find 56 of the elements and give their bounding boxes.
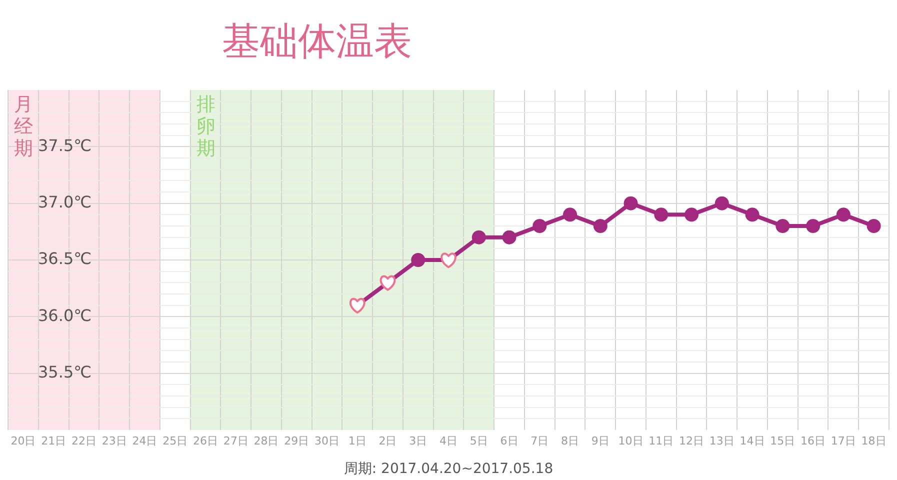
- x-tick-label: 3日: [409, 434, 428, 448]
- x-tick-label: 20日: [10, 434, 36, 448]
- point: [745, 208, 760, 222]
- x-tick-label: 12日: [679, 434, 704, 448]
- band-label: 排卵期: [196, 93, 216, 160]
- point: [714, 196, 729, 210]
- point: [440, 252, 456, 268]
- band-label: 月经期: [14, 93, 33, 160]
- y-tick-label: 36.5℃: [38, 249, 92, 268]
- x-tick-label: 22日: [71, 434, 96, 448]
- point: [472, 230, 486, 244]
- point: [836, 208, 850, 222]
- x-tick-label: 28日: [254, 434, 279, 448]
- x-tick-label: 18日: [861, 434, 886, 448]
- x-tick-label: 16日: [800, 434, 826, 448]
- x-tick-label: 5日: [470, 434, 488, 448]
- x-tick-label: 26日: [192, 434, 218, 448]
- y-tick-label: 35.5℃: [38, 362, 92, 382]
- point: [806, 219, 820, 233]
- point: [380, 275, 396, 291]
- x-tick-label: 27日: [223, 434, 248, 448]
- point: [776, 219, 790, 233]
- point: [624, 196, 638, 210]
- y-tick-label: 36.0℃: [38, 306, 92, 325]
- point: [532, 219, 547, 233]
- x-tick-label: 17日: [830, 434, 856, 448]
- point: [349, 298, 366, 314]
- x-tick-label: 6日: [500, 434, 518, 448]
- point: [563, 208, 578, 222]
- x-tick-label: 30日: [314, 434, 340, 448]
- chart-title: 基础体温表: [222, 18, 412, 63]
- y-tick-label: 37.0℃: [38, 192, 92, 212]
- point: [654, 208, 668, 222]
- point: [502, 230, 516, 244]
- x-tick-label: 25日: [162, 434, 188, 448]
- point: [593, 219, 608, 233]
- x-tick-label: 2日: [378, 434, 397, 448]
- x-tick-label: 14日: [740, 434, 765, 448]
- x-tick-label: 21日: [41, 434, 66, 448]
- x-tick-label: 24日: [132, 434, 158, 448]
- x-tick-label: 10日: [618, 434, 644, 448]
- x-tick-label: 1日: [348, 434, 366, 448]
- point: [866, 219, 881, 233]
- x-tick-label: 7日: [530, 434, 549, 448]
- x-tick-label: 9日: [591, 434, 610, 448]
- x-tick-label: 23日: [102, 434, 127, 448]
- point: [684, 208, 699, 222]
- x-tick-label: 13日: [709, 434, 734, 448]
- x-tick-label: 11日: [648, 434, 674, 448]
- x-axis-title: 周期: 2017.04.20~2017.05.18: [344, 461, 554, 478]
- y-tick-label: 37.5℃: [38, 136, 92, 155]
- x-tick-label: 8日: [561, 434, 580, 448]
- x-tick-label: 4日: [440, 434, 458, 448]
- point: [411, 253, 426, 267]
- x-tick-label: 29日: [284, 434, 310, 448]
- x-tick-label: 15日: [770, 434, 796, 448]
